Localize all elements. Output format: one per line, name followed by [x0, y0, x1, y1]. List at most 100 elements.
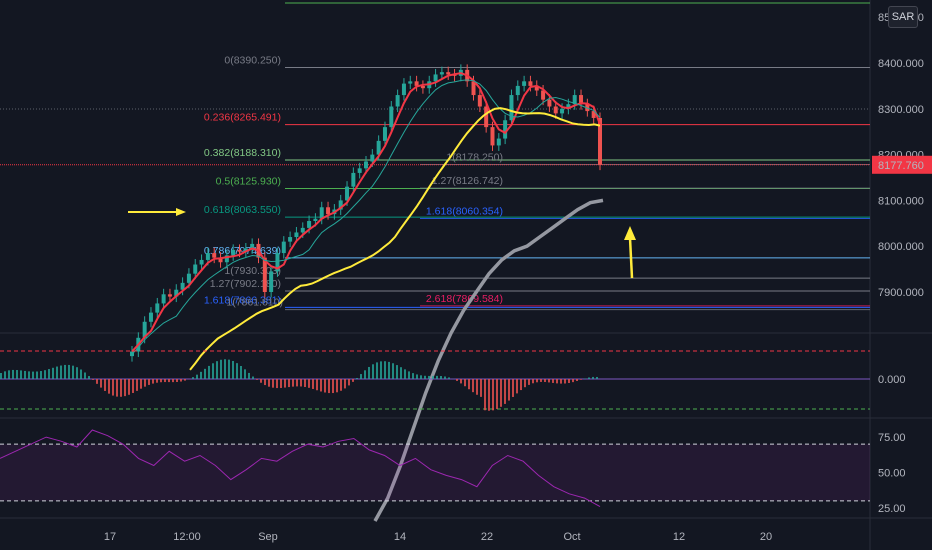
macd-bar	[480, 379, 482, 397]
candle-body	[528, 81, 533, 86]
macd-bar	[296, 379, 298, 387]
fib-label: 1(7930.303)	[224, 265, 281, 277]
sar-button[interactable]: SAR	[888, 6, 918, 28]
candle-body	[193, 264, 198, 274]
macd-bar	[540, 379, 542, 382]
candle-body	[155, 303, 160, 313]
macd-bar	[312, 379, 314, 389]
macd-bar	[248, 372, 250, 379]
candle-body	[370, 154, 375, 162]
fib2-label: 2.618(7869.584)	[426, 293, 503, 305]
macd-bar	[340, 379, 342, 391]
candle-body	[382, 127, 387, 141]
rsi-axis-label: 25.00	[878, 503, 906, 515]
macd-bar	[560, 379, 562, 384]
rsi-band	[0, 444, 870, 501]
macd-bar	[164, 379, 166, 383]
macd-bar	[476, 379, 478, 395]
macd-bar	[24, 370, 26, 379]
macd-bar	[36, 371, 38, 379]
candle-body	[598, 117, 602, 165]
macd-bar	[20, 370, 22, 379]
macd-bar	[532, 379, 534, 384]
macd-bar	[344, 379, 346, 389]
macd-bar	[468, 379, 470, 390]
candle-body	[186, 273, 191, 283]
macd-bar	[224, 359, 226, 379]
macd-bar	[384, 361, 386, 379]
macd-bar	[552, 379, 554, 383]
macd-bar	[520, 379, 522, 391]
candle-body	[338, 200, 343, 210]
macd-bar	[380, 361, 382, 379]
macd-bar	[4, 371, 6, 379]
price-axis-label: 8000.000	[878, 241, 924, 253]
candle-body	[199, 259, 204, 265]
candle-body	[560, 108, 565, 114]
time-axis-label: 17	[104, 531, 116, 543]
candle-body	[395, 95, 400, 107]
macd-bar	[16, 370, 18, 379]
macd-bar	[484, 379, 486, 411]
time-axis-label: Sep	[258, 531, 278, 543]
macd-bar	[352, 379, 354, 382]
candle-body	[503, 120, 508, 139]
macd-bar	[60, 365, 62, 379]
macd-bar	[12, 369, 14, 379]
candle-body	[439, 72, 444, 75]
candle-body	[243, 248, 248, 252]
macd-bar	[272, 379, 274, 388]
candle-body	[541, 90, 546, 100]
candle-body	[319, 207, 324, 219]
macd-bar	[400, 367, 402, 379]
macd-bar	[240, 366, 242, 379]
macd-bar	[116, 379, 118, 397]
macd-bar	[300, 379, 302, 387]
macd-bar	[556, 379, 558, 384]
candle-body	[364, 161, 368, 169]
macd-bar	[216, 361, 218, 379]
macd-bar	[432, 375, 434, 379]
ema-red-line	[131, 72, 601, 353]
last-price-label: 8177.760	[878, 160, 924, 172]
macd-bar	[592, 376, 594, 379]
price-axis-label: 8300.000	[878, 104, 924, 116]
macd-bar	[524, 379, 526, 388]
macd-bar	[444, 376, 446, 379]
macd-bar	[104, 379, 106, 391]
macd-bar	[316, 379, 318, 391]
macd-bar	[212, 363, 214, 379]
macd-bar	[512, 379, 514, 397]
candle-body	[212, 253, 217, 258]
rsi-line	[0, 429, 601, 508]
candle-body	[205, 253, 210, 260]
macd-bar	[500, 379, 502, 407]
arrow-up	[628, 237, 634, 279]
macd-bar	[232, 360, 234, 379]
macd-bar	[40, 371, 42, 379]
candle-body	[376, 140, 381, 155]
candle-body	[433, 74, 438, 82]
macd-bar	[456, 379, 458, 381]
candle-body	[294, 232, 299, 238]
fib-label: 0(8390.250)	[224, 54, 281, 66]
macd-bar	[516, 379, 518, 394]
fib-label: 0.236(8265.491)	[204, 112, 281, 124]
candle-body	[288, 237, 293, 242]
macd-bar	[584, 378, 586, 379]
candle-body	[515, 85, 520, 96]
macd-bar	[80, 369, 82, 379]
candle-body	[281, 241, 286, 254]
rsi-axis-label: 50.00	[878, 468, 906, 480]
macd-bar	[48, 369, 50, 379]
price-axis-label: 7900.000	[878, 287, 924, 299]
macd-bar	[124, 379, 126, 397]
macd-bar	[408, 371, 410, 379]
fib2-label: 1.618(8060.354)	[426, 206, 503, 218]
macd-bar	[68, 364, 70, 379]
macd-bar	[568, 379, 570, 383]
macd-bar	[488, 379, 490, 411]
ema-teal-line	[131, 79, 601, 355]
fib2-label: 1.27(8126.742)	[432, 175, 503, 187]
